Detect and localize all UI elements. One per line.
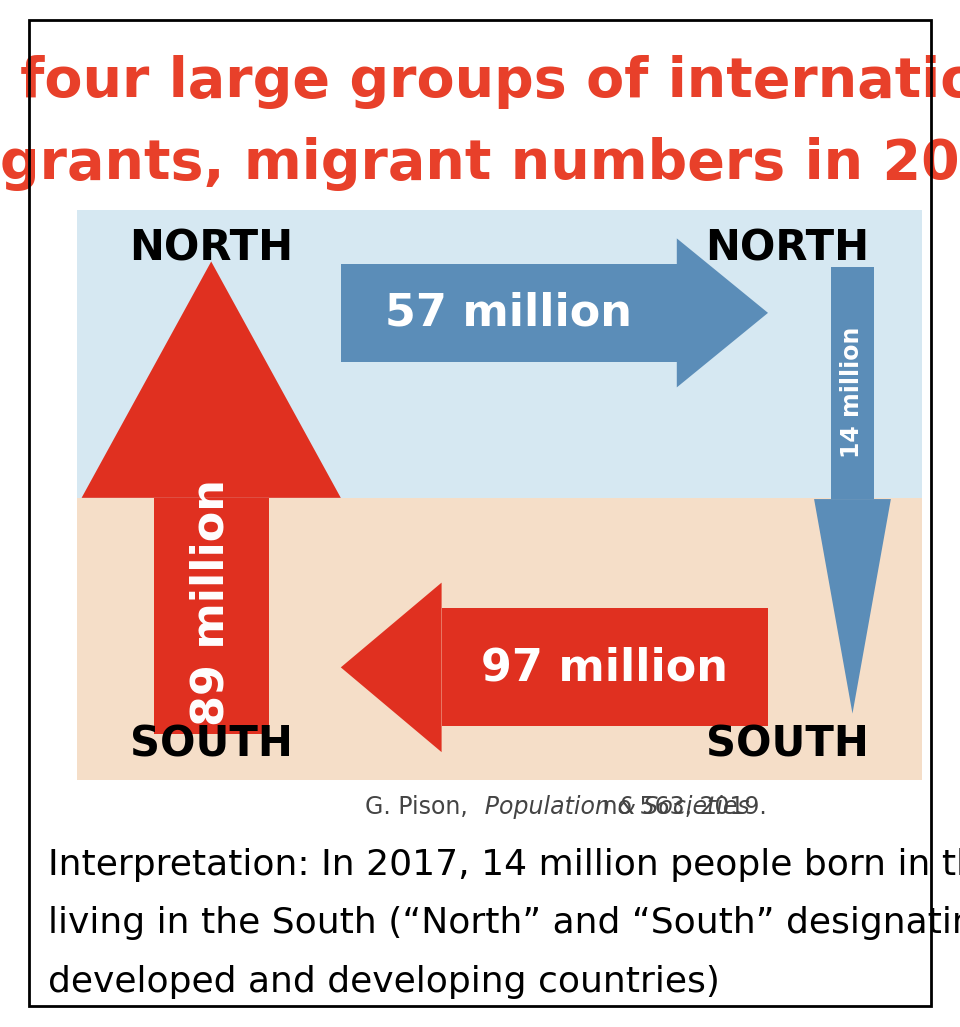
Polygon shape xyxy=(82,262,341,498)
Text: NORTH: NORTH xyxy=(130,228,293,269)
Text: SOUTH: SOUTH xyxy=(130,724,293,765)
Text: developed and developing countries): developed and developing countries) xyxy=(48,964,720,998)
Text: Interpretation: In 2017, 14 million people born in the North were: Interpretation: In 2017, 14 million peop… xyxy=(48,847,960,881)
Bar xyxy=(77,211,922,498)
Text: 57 million: 57 million xyxy=(385,292,633,335)
Text: migrants, migrant numbers in 2017: migrants, migrant numbers in 2017 xyxy=(0,138,960,191)
Polygon shape xyxy=(831,267,874,499)
Text: living in the South (“North” and “South” designating, respectively,: living in the South (“North” and “South”… xyxy=(48,906,960,940)
Text: 14 million: 14 million xyxy=(841,327,864,458)
Polygon shape xyxy=(154,498,269,734)
Text: G. Pison,: G. Pison, xyxy=(365,794,480,819)
Text: NORTH: NORTH xyxy=(706,228,869,269)
Polygon shape xyxy=(442,608,768,727)
Text: The four large groups of international: The four large groups of international xyxy=(0,55,960,109)
Polygon shape xyxy=(341,265,677,363)
Text: 89 million: 89 million xyxy=(190,479,232,725)
Text: G. Pison,   Population & Societies no 563, 2019.: G. Pison, Population & Societies no 563,… xyxy=(464,805,496,807)
Text: no 563, 2019.: no 563, 2019. xyxy=(595,794,767,819)
Text: Population & Societies: Population & Societies xyxy=(480,794,750,819)
Polygon shape xyxy=(341,582,442,752)
Text: 97 million: 97 million xyxy=(481,646,729,689)
Bar xyxy=(77,498,922,781)
Polygon shape xyxy=(814,499,891,714)
Polygon shape xyxy=(677,239,768,387)
Text: SOUTH: SOUTH xyxy=(706,724,869,765)
